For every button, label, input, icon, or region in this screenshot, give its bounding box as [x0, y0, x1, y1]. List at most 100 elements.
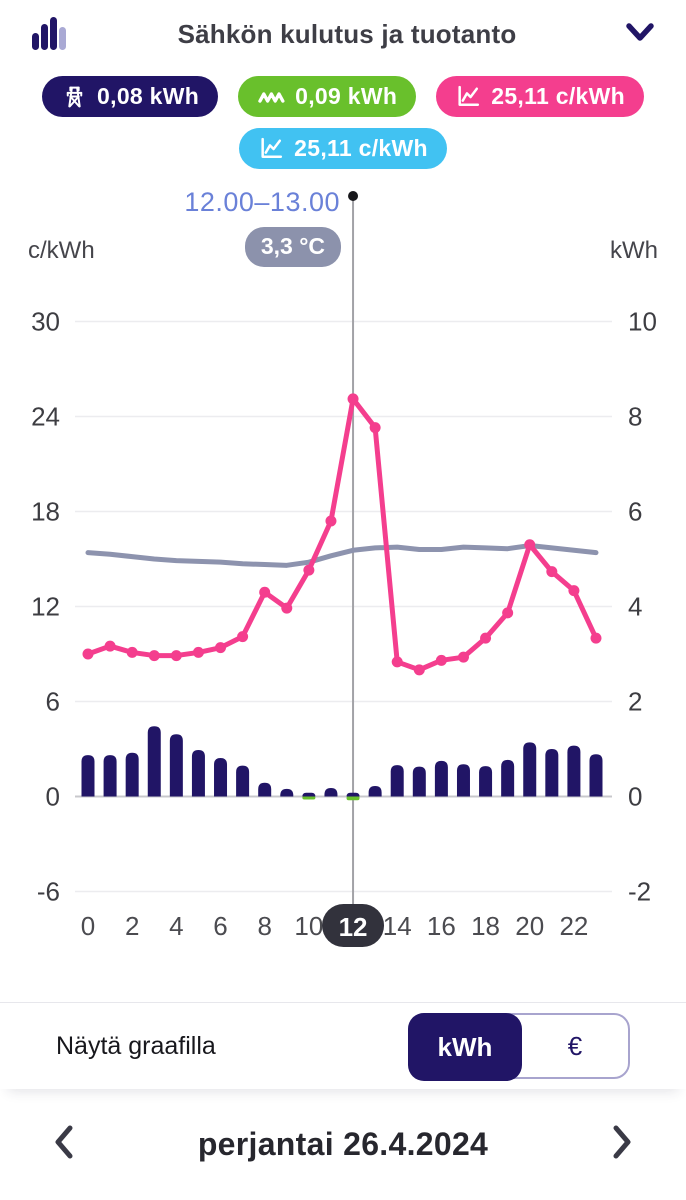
consumption-bar	[368, 786, 382, 797]
price-point	[215, 642, 227, 654]
consumption-bar	[125, 752, 139, 797]
consumption-bar	[302, 792, 316, 797]
consumption-bar	[147, 726, 161, 797]
consumption-bar	[214, 758, 228, 797]
price-point	[413, 664, 425, 676]
price-point	[82, 648, 94, 660]
consumption-badge-label: 0,08 kWh	[97, 83, 200, 109]
price-point	[281, 602, 293, 614]
next-day-button[interactable]	[602, 1122, 642, 1166]
price-point	[303, 564, 315, 576]
right-axis-tick: -2	[628, 877, 651, 907]
total-price-badge[interactable]: 25,11 c/kWh	[239, 128, 447, 169]
price-point	[237, 631, 249, 643]
x-axis-tick: 4	[169, 911, 183, 941]
chevron-down-icon[interactable]	[624, 18, 656, 51]
consumption-bar	[346, 792, 360, 797]
date-navigation: perjantai 26.4.2024	[0, 1089, 686, 1199]
production-bar	[346, 796, 360, 801]
price-point	[148, 650, 160, 662]
line-chart-icon	[455, 83, 482, 110]
chart-area: 30 10 24 8 18 6 12 4 6 2 0 0 -6 -2 c/kWh kWh 0 2 4 6 8 10 12 14…	[0, 185, 686, 965]
price-point	[347, 393, 359, 405]
chevron-left-icon	[53, 1124, 75, 1165]
x-axis-tick: 22	[559, 911, 588, 941]
chevron-right-icon	[611, 1124, 633, 1165]
left-axis-tick: 12	[31, 592, 60, 622]
selected-hour-label: 12	[339, 912, 368, 942]
consumption-bar	[81, 755, 95, 797]
left-axis-tick: 18	[31, 497, 60, 527]
header: Sähkön kulutus ja tuotanto	[0, 0, 686, 58]
price-point	[170, 650, 182, 662]
graph-unit-section: Näytä graafilla kWh €	[0, 1002, 686, 1089]
tooltip-time-range: 12.00–13.00	[184, 187, 340, 217]
price-point	[126, 646, 138, 658]
right-axis-tick: 4	[628, 592, 642, 622]
pylon-icon	[61, 83, 88, 110]
price-point	[391, 656, 403, 668]
price-point	[369, 422, 381, 434]
right-axis-unit: kWh	[610, 237, 658, 264]
graph-unit-label: Näytä graafilla	[56, 1031, 216, 1060]
spot-price-badge[interactable]: 25,11 c/kWh	[436, 76, 644, 117]
consumption-bar	[589, 754, 603, 797]
price-point	[104, 640, 116, 652]
production-badge-label: 0,09 kWh	[295, 83, 398, 109]
x-axis-tick: 8	[257, 911, 271, 941]
consumption-badge[interactable]: 0,08 kWh	[42, 76, 219, 117]
line-chart-icon	[258, 135, 285, 162]
consumption-bar	[456, 764, 470, 797]
temperature-badge: 3,3 °C	[244, 227, 341, 267]
right-axis-tick: 0	[628, 782, 642, 812]
right-axis-tick: 2	[628, 687, 642, 717]
legend-badges: 0,08 kWh 0,09 kWh 25,11 c/kWh	[0, 76, 686, 169]
left-axis-tick: 30	[31, 307, 60, 337]
x-axis-tick: 0	[81, 911, 95, 941]
consumption-bar	[103, 755, 117, 797]
consumption-bar	[567, 745, 581, 797]
bar-chart-icon	[28, 11, 70, 58]
consumption-bar	[434, 760, 448, 797]
left-axis-tick: 24	[31, 402, 60, 432]
unit-toggle-eur[interactable]: €	[567, 1030, 583, 1061]
x-axis-tick: 10	[294, 911, 323, 941]
price-point	[325, 515, 337, 527]
left-axis-unit: c/kWh	[28, 237, 95, 264]
consumption-bar	[412, 766, 426, 797]
left-axis-tick: 0	[46, 782, 60, 812]
total-price-badge-label: 25,11 c/kWh	[294, 135, 428, 161]
consumption-bar	[545, 749, 559, 797]
unit-toggle-kwh[interactable]: kWh	[408, 1013, 522, 1081]
x-axis-tick: 20	[515, 911, 544, 941]
price-point	[435, 654, 447, 666]
consumption-bar	[236, 765, 250, 797]
right-axis-tick: 10	[628, 307, 657, 337]
x-axis-tick: 2	[125, 911, 139, 941]
left-axis-tick: -6	[37, 877, 60, 907]
price-point	[457, 651, 469, 663]
consumption-bar	[390, 765, 404, 797]
consumption-bar	[258, 782, 272, 797]
price-point	[590, 632, 602, 644]
spot-price-badge-label: 25,11 c/kWh	[491, 83, 625, 109]
selected-hour-pill	[322, 904, 385, 947]
previous-day-button[interactable]	[44, 1122, 84, 1166]
x-axis-tick: 14	[383, 911, 412, 941]
price-point	[502, 607, 514, 619]
price-point	[524, 539, 536, 551]
right-axis-tick: 8	[628, 402, 642, 432]
selected-date: perjantai 26.4.2024	[197, 1125, 489, 1162]
production-bar	[302, 796, 316, 800]
price-line	[85, 396, 599, 673]
zigzag-icon	[257, 86, 286, 108]
right-axis-tick: 6	[628, 497, 642, 527]
consumption-bar	[324, 787, 338, 797]
production-badge[interactable]: 0,09 kWh	[238, 76, 417, 117]
price-point	[259, 586, 271, 598]
x-axis-tick: 6	[213, 911, 227, 941]
price-point	[192, 646, 204, 658]
cursor-dot	[348, 191, 359, 201]
price-point	[480, 632, 492, 644]
